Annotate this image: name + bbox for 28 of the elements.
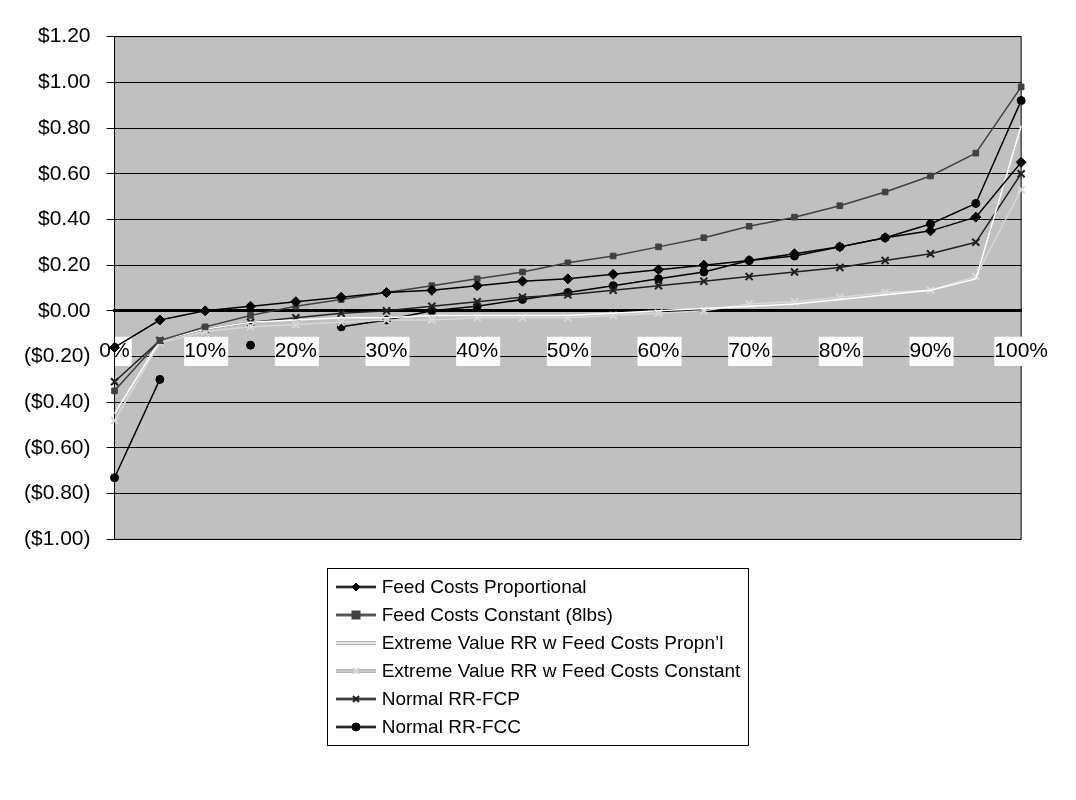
y-tick-label: $0.80 (37, 114, 91, 138)
y-tick-label: ($1.00) (23, 526, 91, 550)
legend-label: Extreme Value RR w Feed Costs Constant (381, 659, 741, 683)
y-tick-label: ($0.40) (23, 389, 91, 413)
x-tick-label: 50% (546, 338, 589, 362)
legend-label: Normal RR-FCP (381, 687, 520, 711)
legend-label: Extreme Value RR w Feed Costs Propn’l (381, 631, 724, 655)
x-tick-label: 10% (184, 338, 227, 362)
y-tick-label: $0.00 (37, 297, 91, 321)
x-tick-label: 70% (728, 338, 771, 362)
x-tick-label: 90% (909, 338, 952, 362)
y-tick-label: ($0.20) (23, 343, 91, 367)
x-tick-label: 80% (818, 338, 861, 362)
x-tick-label: 30% (365, 338, 408, 362)
y-tick-label: $0.20 (37, 251, 91, 275)
y-tick-label: ($0.80) (23, 480, 91, 504)
y-tick-label: ($0.60) (23, 434, 91, 458)
x-tick-label: 20% (274, 338, 317, 362)
legend-label: Normal RR-FCC (381, 715, 521, 739)
y-tick-label: $1.20 (37, 23, 91, 47)
legend-label: Feed Costs Constant (8lbs) (381, 603, 613, 627)
x-tick-label: 100% (994, 338, 1048, 362)
y-tick-label: $0.60 (37, 160, 91, 184)
x-tick-label: 40% (456, 338, 499, 362)
legend-label: Feed Costs Proportional (381, 575, 587, 599)
y-tick-label: $0.40 (37, 206, 91, 230)
y-tick-label: $1.00 (37, 69, 91, 93)
x-tick-label: 60% (637, 338, 680, 362)
